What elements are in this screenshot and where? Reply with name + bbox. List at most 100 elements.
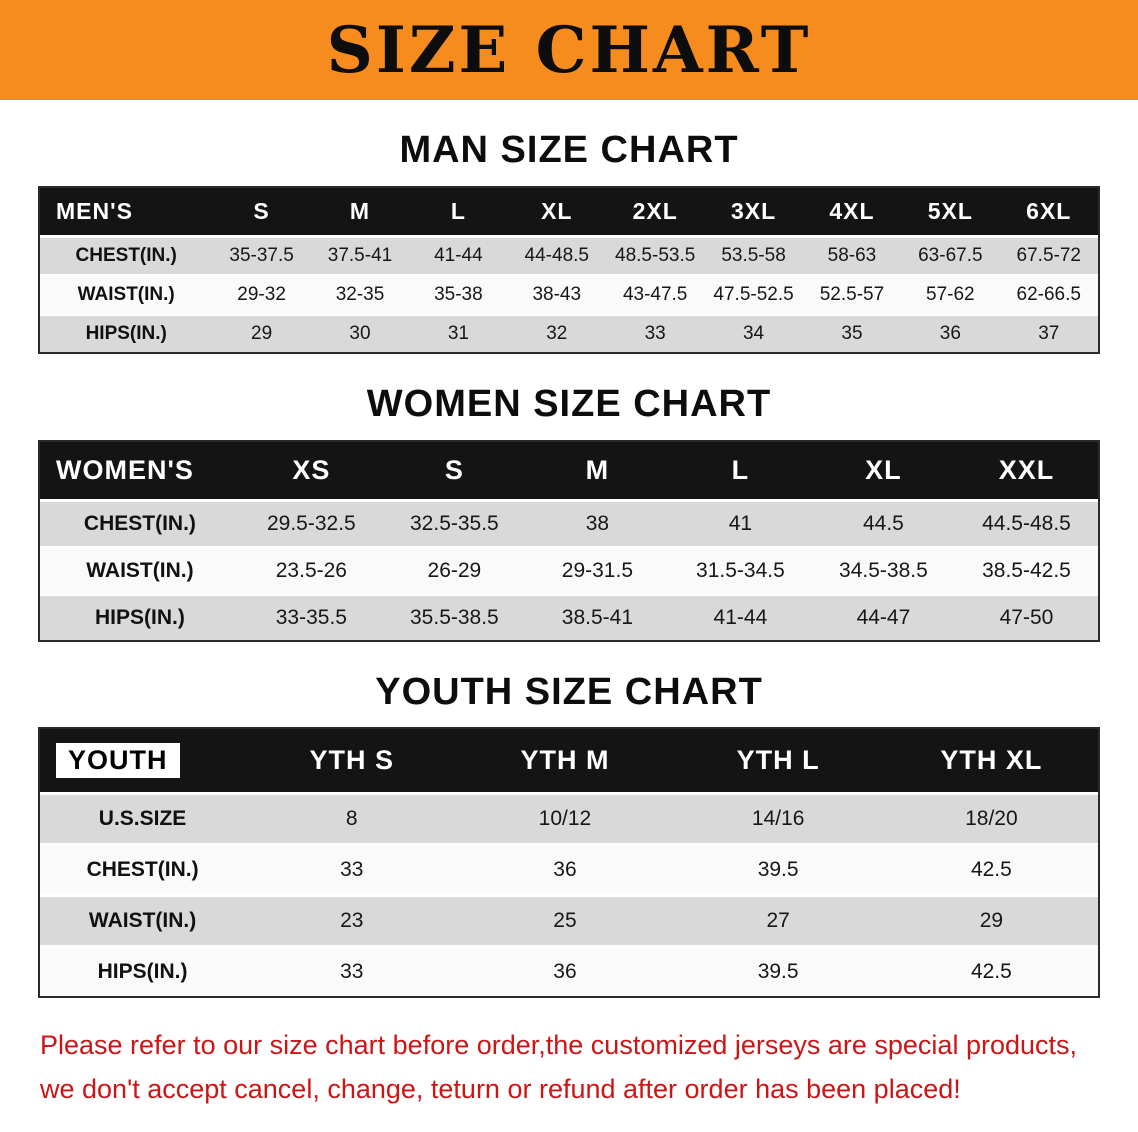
table-corner-label: MEN'S: [40, 188, 212, 237]
size-column-header: YTH M: [458, 729, 671, 794]
size-column-header: 2XL: [606, 188, 704, 237]
size-value-cell: 38: [585, 511, 610, 535]
table-row: WAIST(IN.) 23 25 27 29: [40, 895, 1098, 947]
size-column-header: 5XL: [901, 188, 999, 237]
mens-size-table: MEN'S S M L XL 2XL 3XL 4XL 5XL 6XL CHEST(IN.) 35-37…: [40, 187, 1098, 352]
size-value-cell: 32.5-35.5: [410, 511, 499, 535]
header-label: S: [253, 197, 270, 224]
size-column-header: 6XL: [1000, 188, 1098, 237]
row-label: WAIST(IN.): [86, 558, 194, 582]
size-value-cell: 42.5: [970, 960, 1012, 984]
size-value-cell: 41-44: [713, 605, 768, 629]
header-label: 4XL: [829, 197, 875, 224]
size-column-header: 4XL: [803, 188, 901, 237]
size-value-cell: 18/20: [965, 807, 1018, 831]
size-value-cell: 39.5: [757, 960, 799, 984]
size-value-cell: 32: [546, 322, 568, 344]
row-label: CHEST(IN.): [83, 511, 196, 535]
table-header-row: MEN'S S M L XL 2XL 3XL 4XL 5XL 6XL: [40, 187, 1098, 237]
header-label: YTH S: [309, 745, 394, 776]
size-value-cell: 35-37.5: [229, 244, 294, 266]
header-label: WOMEN'S: [56, 454, 194, 485]
section-heading: WOMEN SIZE CHART: [366, 382, 772, 425]
section-heading: YOUTH SIZE CHART: [375, 670, 763, 713]
row-label: WAIST(IN.): [88, 909, 197, 933]
size-value-cell: 33-35.5: [275, 605, 347, 629]
size-value-cell: 29-32: [237, 283, 286, 305]
size-value-cell: 38.5-42.5: [982, 558, 1071, 582]
size-chart-section-3: YOUTH SIZE CHART YOUTH YTH S YTH M YTH L YTH …: [0, 670, 1138, 999]
size-value-cell: 35-38: [434, 283, 483, 305]
size-value-cell: 44.5-48.5: [982, 511, 1071, 535]
header-label: MEN'S: [56, 197, 133, 224]
size-chart-section-1: MAN SIZE CHART MEN'S S M L XL 2XL 3XL 4XL 5XL 6XL C…: [0, 129, 1138, 354]
header-label: YTH XL: [940, 745, 1043, 776]
size-column-header: L: [409, 188, 507, 237]
womens-size-table-frame: WOMEN'S XS S M L XL XXL CHEST(IN.) 29.5-32.5 32.5…: [38, 439, 1100, 642]
header-label: 6XL: [1026, 197, 1072, 224]
mens-size-table-frame: MEN'S S M L XL 2XL 3XL 4XL 5XL 6XL CHEST(IN.) 35-37…: [38, 185, 1100, 354]
size-value-cell: 29.5-32.5: [266, 511, 356, 535]
size-value-cell: 63-67.5: [918, 244, 983, 266]
size-value-cell: 44.5: [862, 511, 904, 535]
header-label: YOUTH: [56, 743, 180, 779]
table-row: WAIST(IN.) 23.5-26 26-29 29-31.5 31.5-34.5 34…: [40, 547, 1098, 595]
youth-size-table-frame: YOUTH YTH S YTH M YTH L YTH XL U.S.SIZE 8 10/12…: [38, 727, 1100, 999]
size-column-header: S: [383, 442, 526, 501]
size-value-cell: 26-29: [427, 558, 482, 582]
size-value-cell: 23.5-26: [275, 558, 347, 582]
size-value-cell: 36: [553, 960, 577, 984]
size-column-header: M: [526, 442, 669, 501]
size-column-header: XL: [812, 442, 955, 501]
header-label: YTH L: [736, 745, 820, 776]
header-label: 2XL: [632, 197, 678, 224]
size-value-cell: 35: [841, 322, 863, 344]
size-value-cell: 37.5-41: [327, 244, 393, 266]
size-value-cell: 39.5: [757, 858, 799, 882]
header-label: XS: [292, 454, 331, 485]
header-label: M: [585, 454, 610, 485]
table-corner-label: WOMEN'S: [40, 442, 240, 501]
disclaimer-line-1: Please refer to our size chart before or…: [40, 1030, 1078, 1061]
size-value-cell: 37: [1038, 322, 1060, 344]
size-value-cell: 43-47.5: [622, 283, 688, 305]
size-value-cell: 67.5-72: [1016, 244, 1081, 266]
size-value-cell: 14/16: [751, 807, 805, 831]
table-row: CHEST(IN.) 33 36 39.5 42.5: [40, 844, 1098, 896]
size-value-cell: 29-31.5: [561, 558, 634, 582]
size-value-cell: 8: [345, 807, 358, 831]
size-value-cell: 41: [728, 511, 753, 535]
row-label: HIPS(IN.): [85, 322, 167, 344]
row-label: HIPS(IN.): [97, 960, 188, 984]
header-label: XXL: [998, 454, 1055, 485]
size-column-header: M: [311, 188, 409, 237]
size-value-cell: 27: [766, 909, 790, 933]
header-label: M: [349, 197, 371, 224]
row-label: CHEST(IN.): [75, 244, 177, 266]
header-label: S: [444, 454, 464, 485]
disclaimer-line-2: we don't accept cancel, change, teturn o…: [40, 1073, 961, 1104]
size-value-cell: 36: [553, 858, 577, 882]
size-value-cell: 44-47: [856, 605, 911, 629]
size-value-cell: 36: [939, 322, 961, 344]
size-charts-container: MAN SIZE CHART MEN'S S M L XL 2XL 3XL 4XL 5XL 6XL C…: [0, 129, 1138, 999]
size-value-cell: 29: [251, 322, 273, 344]
size-column-header: XXL: [955, 442, 1098, 501]
table-row: U.S.SIZE 8 10/12 14/16 18/20: [40, 793, 1098, 845]
size-column-header: YTH XL: [885, 729, 1098, 794]
header-label: L: [450, 197, 466, 224]
section-heading: MAN SIZE CHART: [399, 129, 739, 171]
size-value-cell: 47-50: [999, 605, 1054, 629]
size-value-cell: 62-66.5: [1016, 283, 1081, 305]
size-value-cell: 29: [979, 909, 1004, 933]
womens-size-table: WOMEN'S XS S M L XL XXL CHEST(IN.) 29.5-32.5 32.5…: [40, 441, 1098, 640]
size-column-header: XL: [508, 188, 606, 237]
row-label: CHEST(IN.): [86, 858, 199, 882]
row-label: U.S.SIZE: [98, 807, 187, 831]
size-value-cell: 53.5-58: [721, 244, 786, 266]
size-column-header: YTH L: [672, 729, 885, 794]
table-row: HIPS(IN.) 33 36 39.5 42.5: [40, 946, 1098, 997]
size-chart-section-2: WOMEN SIZE CHART WOMEN'S XS S M L XL XXL CHEST(I…: [0, 382, 1138, 642]
size-value-cell: 42.5: [970, 858, 1012, 882]
size-value-cell: 47.5-52.5: [713, 283, 794, 305]
